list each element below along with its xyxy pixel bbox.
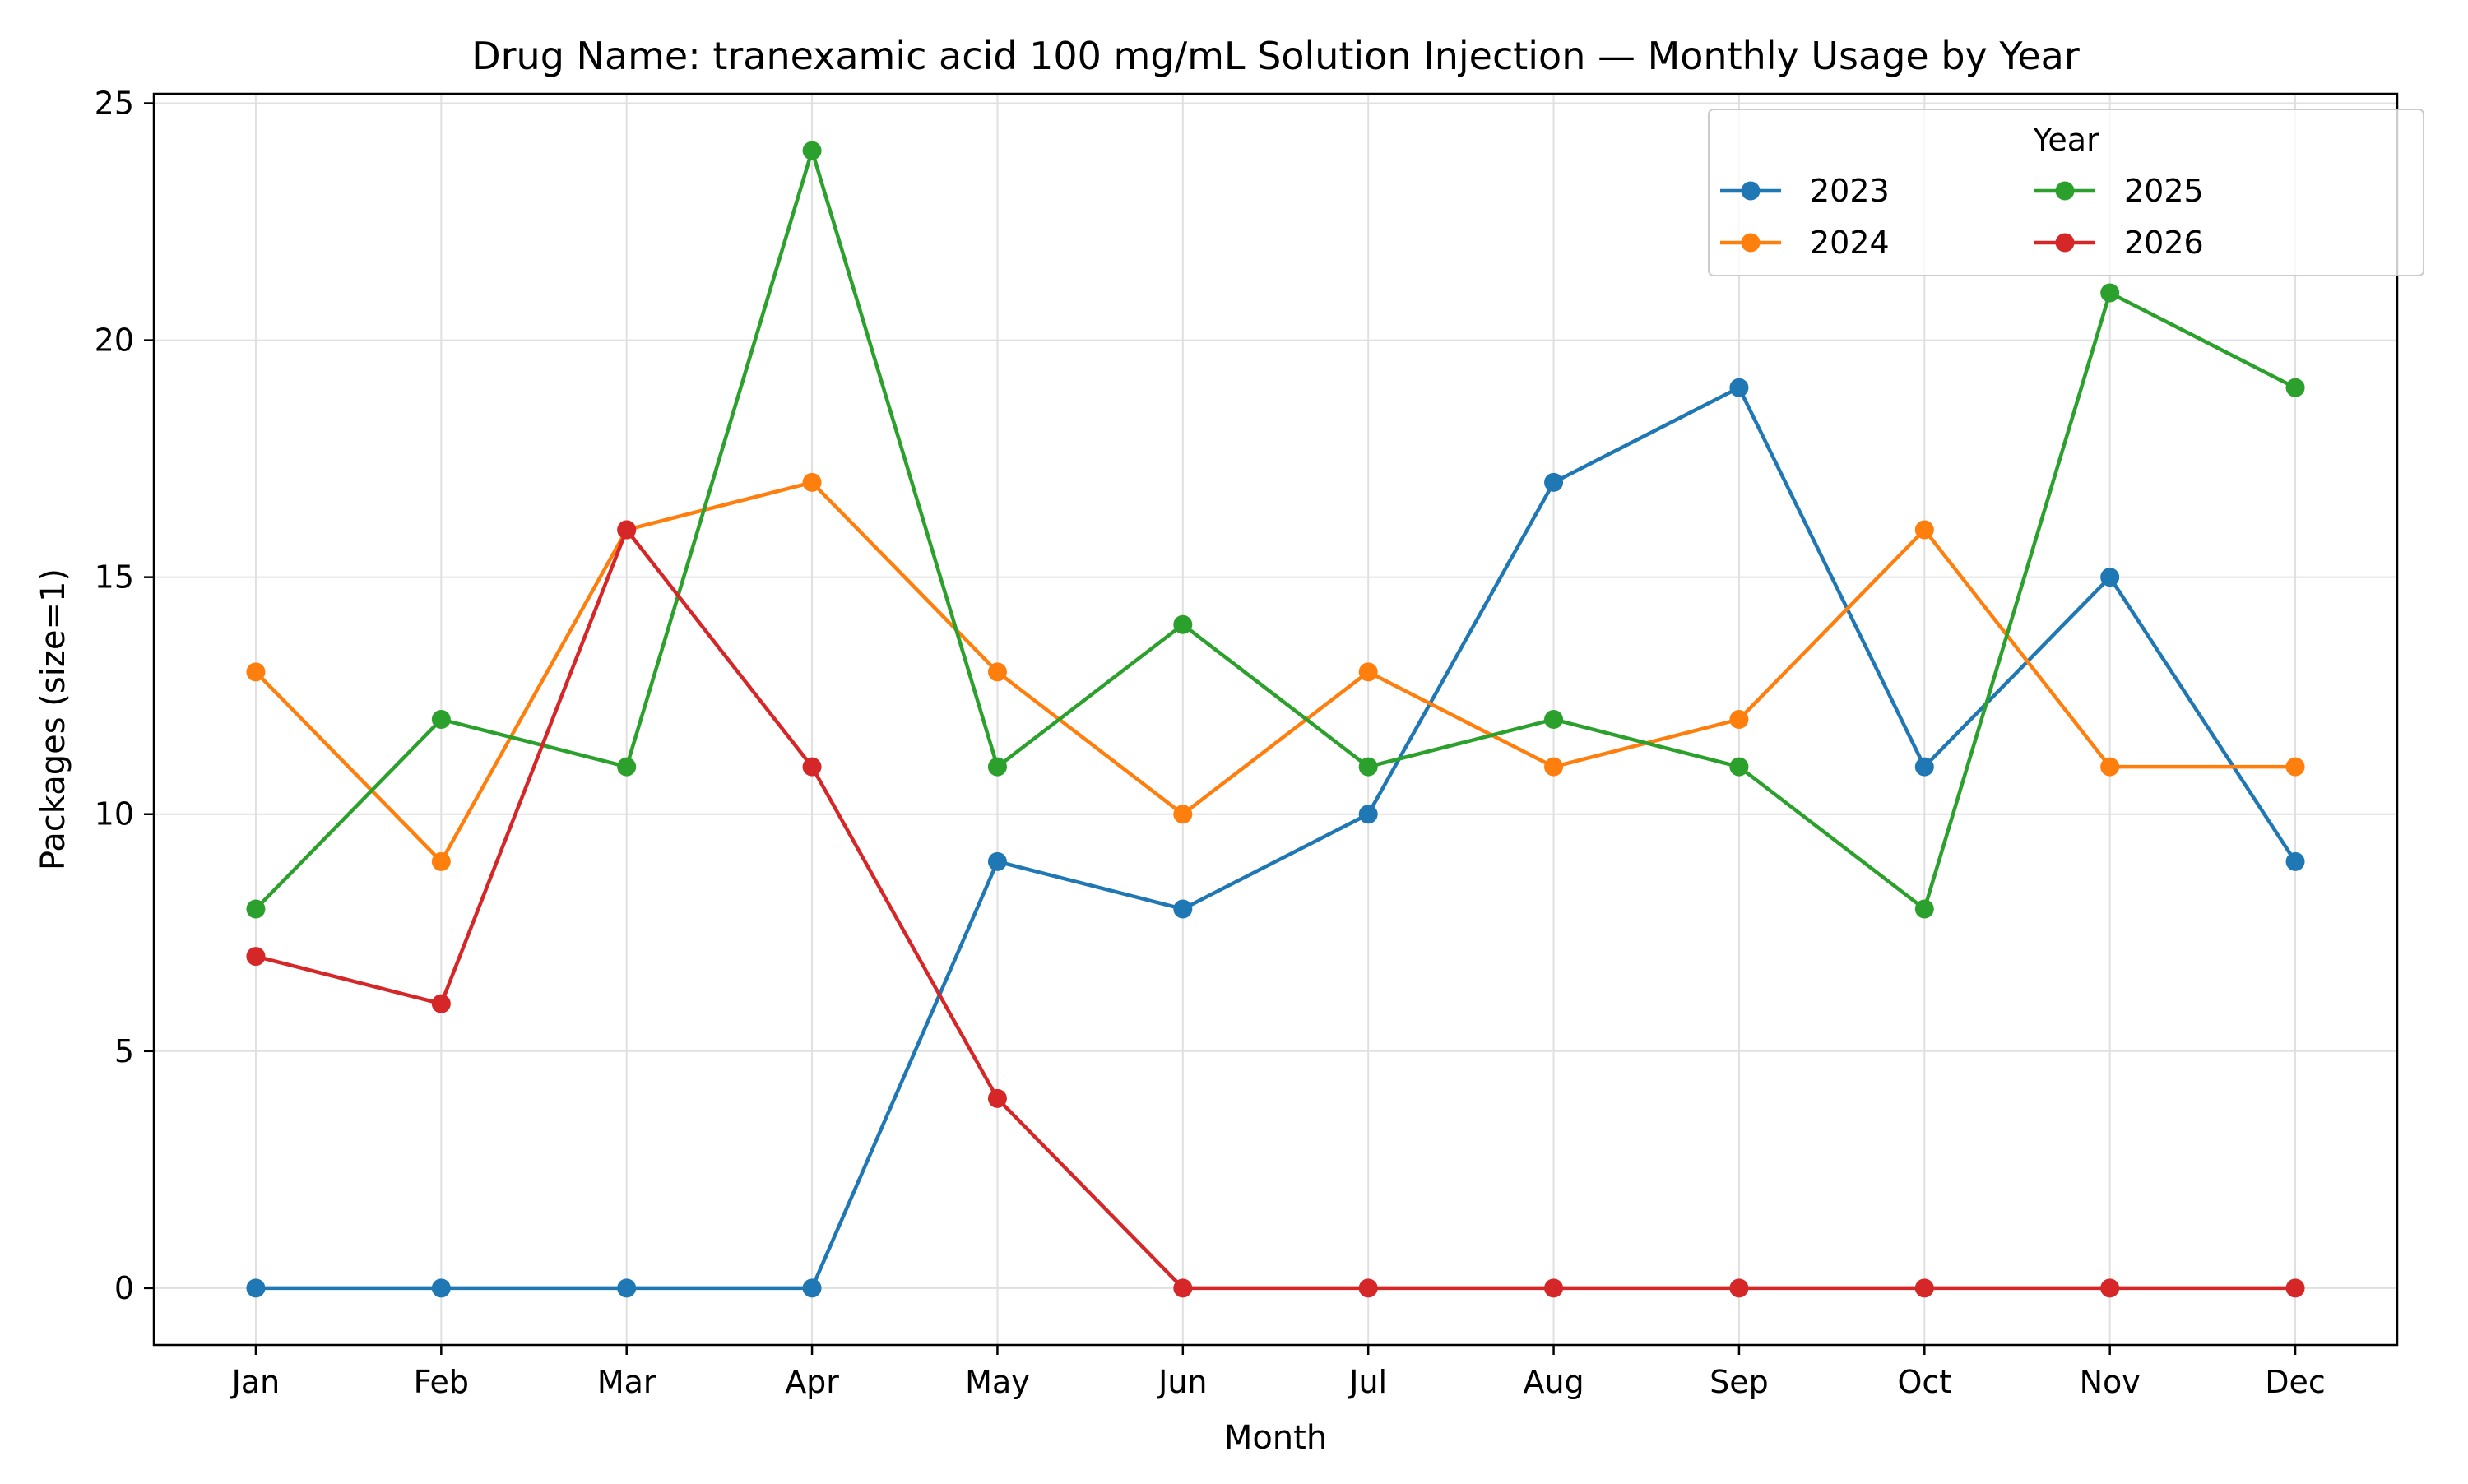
data-point (431, 994, 451, 1013)
data-point (1173, 614, 1193, 634)
legend-title: Year (2032, 122, 2099, 158)
y-tick-label: 0 (114, 1270, 134, 1306)
data-point (802, 757, 822, 777)
series-line (254, 480, 2296, 864)
x-tick-label: Mar (597, 1364, 656, 1400)
x-axis-title: Month (1224, 1419, 1327, 1457)
data-point (802, 1278, 822, 1298)
data-point (987, 1088, 1007, 1108)
legend-item-2024: 2024 (1720, 225, 1890, 261)
x-tick-label: Jan (230, 1364, 281, 1400)
data-point (802, 472, 822, 492)
x-tick-label: Jul (1348, 1364, 1387, 1400)
legend-marker (2055, 233, 2075, 253)
legend-marker (2055, 181, 2075, 201)
data-point (617, 757, 637, 777)
data-point (246, 947, 266, 967)
x-tick-label: Sep (1710, 1364, 1769, 1400)
data-point (2100, 283, 2120, 303)
x-tick-label: Jun (1157, 1364, 1207, 1400)
data-point (1358, 1278, 1378, 1298)
data-point (1358, 757, 1378, 777)
y-axis-title: Packages (size=1) (35, 568, 72, 870)
y-tick-label: 5 (114, 1033, 134, 1069)
data-point (1173, 1278, 1193, 1298)
legend: Year 2023 2024 2025 2026 (1708, 109, 2424, 276)
x-tick-label: May (965, 1364, 1030, 1400)
data-point (246, 1278, 266, 1298)
x-tick-label: Nov (2080, 1364, 2141, 1400)
series-line (255, 527, 2296, 1291)
plot-frame (152, 92, 2399, 1347)
data-point (246, 662, 266, 682)
legend-item-2026: 2026 (2034, 225, 2204, 261)
data-point (1914, 1278, 1934, 1298)
data-point (2285, 378, 2305, 397)
legend-label: 2023 (1810, 173, 1890, 209)
series-2025 (246, 141, 2305, 919)
data-point (802, 141, 822, 160)
data-point (2100, 568, 2120, 587)
legend-item-2025: 2025 (2034, 173, 2204, 209)
series-2023 (246, 378, 2305, 1298)
data-point (1544, 757, 1564, 777)
x-tick-label: Feb (414, 1364, 469, 1400)
data-point (987, 662, 1007, 682)
data-point (1544, 472, 1564, 492)
data-point (1173, 805, 1193, 824)
data-point (987, 851, 1007, 871)
data-point (2100, 757, 2120, 777)
data-point (1544, 710, 1564, 729)
y-tick-label: 20 (95, 322, 134, 359)
axes: Jan Feb Mar Apr May Jun Jul Aug Sep Oct Nov Dec 0 5 10… (95, 86, 2326, 1400)
y-tick-label: 15 (95, 559, 134, 596)
data-point (987, 757, 1007, 777)
data-point (617, 1278, 637, 1298)
series-line (255, 385, 2297, 1291)
data-point (2100, 1278, 2120, 1298)
x-tick-label: Oct (1897, 1364, 1951, 1400)
data-point (2285, 757, 2305, 777)
data-point (1173, 899, 1193, 919)
x-tick-label: Dec (2265, 1364, 2326, 1400)
data-point (1914, 520, 1934, 540)
legend-marker (1741, 233, 1761, 253)
data-point (246, 899, 266, 919)
data-point (2285, 851, 2305, 871)
data-point (1358, 805, 1378, 824)
y-tick-label: 25 (95, 86, 134, 122)
series-line (254, 148, 2297, 911)
series-2026 (246, 520, 2305, 1298)
data-point (431, 851, 451, 871)
data-point (1914, 899, 1934, 919)
legend-label: 2025 (2124, 173, 2204, 209)
data-point (617, 520, 637, 540)
x-tick-label: Aug (1523, 1364, 1584, 1400)
data-point (431, 710, 451, 729)
data-point (431, 1278, 451, 1298)
legend-item-2023: 2023 (1720, 173, 1890, 209)
data-point (1729, 378, 1749, 397)
data-point (2285, 1278, 2305, 1298)
x-tick-label: Apr (785, 1364, 839, 1400)
data-point (1729, 1278, 1749, 1298)
data-point (1914, 757, 1934, 777)
legend-label: 2026 (2124, 225, 2204, 261)
series-group (246, 141, 2305, 1298)
data-point (1358, 662, 1378, 682)
y-tick-label: 10 (95, 796, 134, 832)
legend-label: 2024 (1810, 225, 1890, 261)
data-point (1729, 710, 1749, 729)
data-point (1544, 1278, 1564, 1298)
chart-title: Drug Name: tranexamic acid 100 mg/mL Sol… (471, 34, 2080, 78)
grid (154, 94, 2397, 1345)
data-point (1729, 757, 1749, 777)
legend-marker (1741, 181, 1761, 201)
